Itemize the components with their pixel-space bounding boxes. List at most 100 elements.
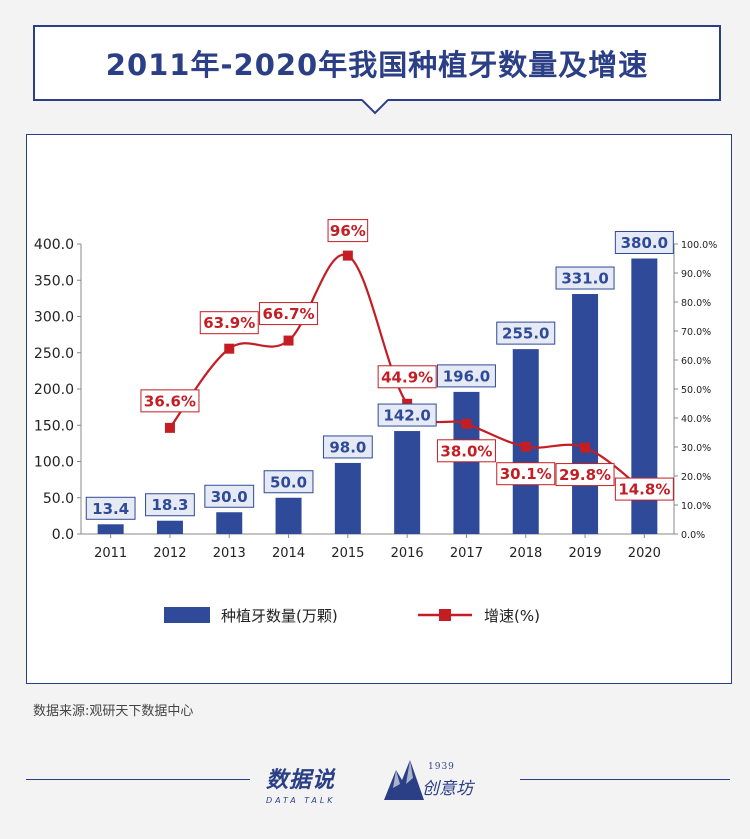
growth-value-label-box [436, 439, 496, 463]
growth-value-label-box [259, 302, 319, 326]
growth-point [342, 250, 353, 261]
y-tick-label-left: 300.0 [34, 310, 74, 326]
bar [334, 462, 361, 534]
logo-year: 1939 [428, 762, 455, 772]
y-tick-label-right: 40.0% [681, 414, 711, 425]
bar-value-label-box [263, 470, 314, 494]
bar-value-label: 196.0 [443, 367, 490, 385]
x-tick-label: 2011 [94, 546, 127, 561]
data-talk-logo-text: 数据说 [266, 768, 336, 793]
bar-value-label-box [377, 403, 437, 427]
growth-value-label-box [140, 389, 200, 413]
bar-value-label: 18.3 [151, 496, 188, 514]
y-tick-label-right: 50.0% [681, 385, 711, 396]
growth-value-label-box [555, 463, 615, 487]
y-tick-label-left: 100.0 [34, 455, 74, 471]
bar [512, 349, 539, 534]
y-tick-label-left: 150.0 [34, 418, 74, 434]
growth-value-label: 30.1% [500, 465, 552, 483]
bar-value-label-box [145, 493, 195, 517]
growth-value-label-box [199, 311, 259, 335]
bar-value-label-box [614, 231, 674, 254]
bar-value-label: 142.0 [383, 407, 430, 425]
bar-value-label-box [555, 266, 615, 290]
y-tick-label-right: 20.0% [681, 472, 711, 483]
bar-value-label: 255.0 [502, 325, 549, 343]
bar-value-label: 50.0 [270, 473, 307, 491]
growth-value-label-box [377, 365, 437, 389]
growth-point [580, 442, 591, 453]
legend-line-label: 增速(%) [484, 607, 540, 625]
bar-value-label: 331.0 [561, 270, 608, 288]
growth-value-label: 66.7% [263, 305, 315, 323]
logo-name: 创意坊 [422, 779, 473, 799]
bar-value-label-box [204, 484, 255, 508]
growth-point [520, 441, 531, 452]
legend-line-marker [439, 609, 451, 621]
x-tick-label: 2017 [450, 546, 483, 561]
legend-bar-label: 种植牙数量(万颗) [221, 607, 338, 625]
chart-area: 0.0 50.0 100.0 150.0 200.0 250.0 300.0 350.0 400… [34, 219, 717, 625]
x-tick-label: 2020 [628, 546, 661, 561]
bar-value-label-box [496, 321, 556, 345]
mountain-icon [384, 760, 424, 800]
growth-point [461, 418, 472, 429]
y-tick-label-right: 70.0% [681, 327, 711, 338]
x-tick-label: 2016 [391, 546, 424, 561]
growth-point [164, 422, 175, 433]
y-tick-label-right: 10.0% [681, 501, 711, 512]
y-tick-label-right: 80.0% [681, 298, 711, 309]
growth-value-label-box [614, 477, 674, 501]
bar-value-label: 380.0 [621, 234, 668, 252]
growth-value-label: 36.6% [144, 392, 196, 410]
growth-point [283, 335, 294, 346]
footer-line-right [520, 779, 730, 780]
growth-value-label-box [496, 462, 556, 486]
growth-value-label: 29.8% [559, 466, 611, 484]
bar-value-label: 13.4 [92, 500, 129, 518]
x-tick-label: 2014 [272, 546, 305, 561]
bar [216, 512, 243, 534]
bar [156, 520, 183, 534]
bar-value-label: 30.0 [211, 488, 248, 506]
y-tick-label-right: 0.0% [681, 530, 705, 541]
bar [394, 431, 421, 534]
growth-value-label: 44.9% [381, 368, 433, 386]
bar-value-label-box [436, 364, 496, 388]
y-tick-label-right: 60.0% [681, 356, 711, 367]
y-tick-label-left: 250.0 [34, 346, 74, 362]
bar-value-label-box [85, 496, 136, 520]
bar [275, 497, 302, 534]
growth-value-label: 14.8% [618, 481, 670, 499]
x-tick-label: 2019 [569, 546, 602, 561]
title-pointer [362, 99, 388, 115]
data-talk-logo: 数据说 DATA TALK [266, 762, 366, 812]
y-tick-label-left: 350.0 [34, 273, 74, 289]
growth-point [224, 343, 235, 354]
bar [97, 524, 124, 534]
data-talk-logo-subtext: DATA TALK [266, 796, 336, 805]
creative-workshop-logo: 1939 创意坊 [382, 754, 502, 806]
y-tick-label-right: 30.0% [681, 443, 711, 454]
chart-title: 2011年-2020年我国种植牙数量及增速 [105, 48, 649, 82]
growth-value-label-box [327, 219, 369, 243]
legend-bar-swatch [164, 607, 210, 623]
y-tick-label-right: 90.0% [681, 269, 711, 280]
bar-value-label-box [322, 435, 373, 459]
bar [453, 391, 480, 534]
growth-value-label: 38.0% [440, 442, 492, 460]
y-tick-label-left: 50.0 [43, 491, 74, 507]
x-tick-label: 2018 [509, 546, 542, 561]
x-tick-label: 2013 [213, 546, 246, 561]
footer-line-left [26, 779, 250, 780]
bar-value-label: 98.0 [329, 438, 366, 456]
x-tick-label: 2012 [153, 546, 186, 561]
bar [572, 294, 599, 534]
x-tick-label: 2015 [331, 546, 364, 561]
growth-value-label: 96% [330, 222, 366, 240]
y-tick-label-left: 0.0 [52, 527, 74, 543]
growth-value-label: 63.9% [203, 314, 255, 332]
y-tick-label-right: 100.0% [681, 240, 717, 251]
y-tick-label-left: 200.0 [34, 382, 74, 398]
title-banner: 2011年-2020年我国种植牙数量及增速 [33, 25, 721, 101]
